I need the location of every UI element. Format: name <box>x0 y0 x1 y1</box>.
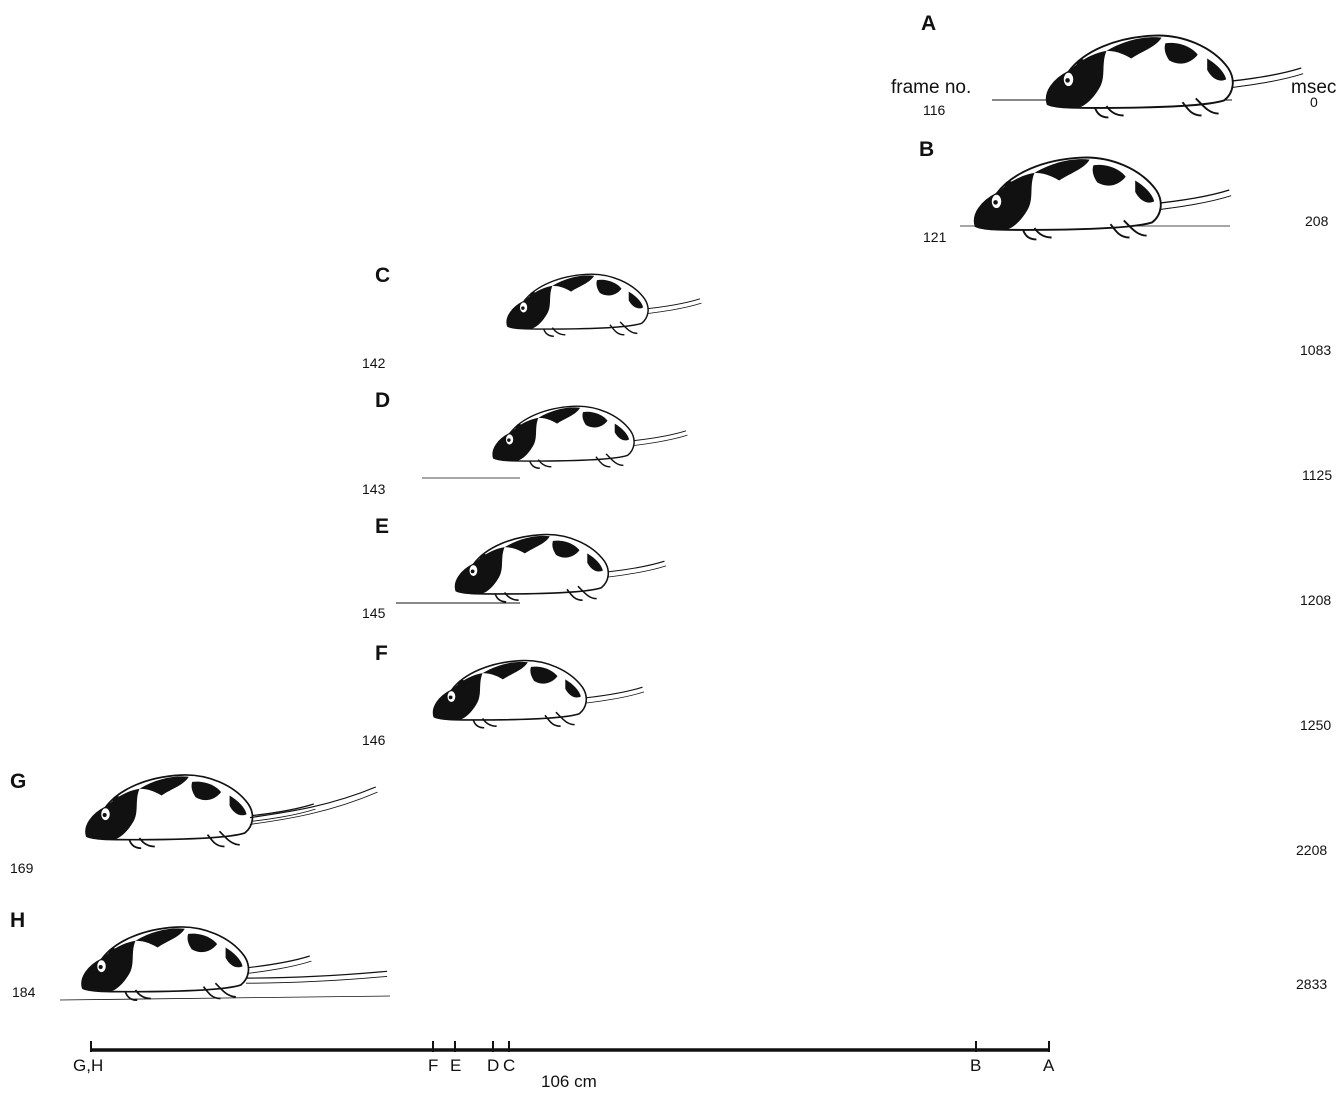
rat-drawing-h <box>81 926 388 1002</box>
rat-drawing-d <box>492 405 689 469</box>
frame-number-e: 145 <box>362 605 386 621</box>
scale-distance-label: 106 cm <box>541 1072 597 1091</box>
time-value-a: 0 <box>1310 94 1318 110</box>
time-header: msec <box>1291 77 1337 98</box>
time-value-g: 2208 <box>1296 842 1328 858</box>
panel-letter-g: G <box>10 770 27 793</box>
scale-label-gh: G,H <box>73 1056 104 1075</box>
time-value-f: 1250 <box>1300 717 1332 733</box>
frame-number-f: 146 <box>362 732 386 748</box>
panel-letter-d: D <box>375 389 391 412</box>
panel-letter-h: H <box>10 909 26 932</box>
rat-drawing-e <box>454 533 667 603</box>
panel-letter-e: E <box>375 515 390 538</box>
time-value-d: 1125 <box>1302 467 1333 483</box>
frame-number-header: frame no. <box>891 77 972 98</box>
frame-number-b: 121 <box>923 229 947 245</box>
panel-letter-f: F <box>375 642 388 665</box>
scale-label-e: E <box>450 1056 462 1075</box>
panel-letter-b: B <box>919 138 935 161</box>
scale-label-d: D <box>487 1056 500 1075</box>
panel-letter-a: A <box>921 12 937 35</box>
frame-number-a: 116 <box>923 102 946 118</box>
scale-bar <box>90 1041 1050 1052</box>
time-value-h: 2833 <box>1296 976 1328 992</box>
rat-drawing-c <box>506 273 703 337</box>
scale-label-f: F <box>428 1056 439 1075</box>
rat-drawing-g <box>85 774 378 850</box>
frame-number-c: 142 <box>362 355 386 371</box>
rat-drawing-f <box>432 659 645 729</box>
scale-label-b: B <box>970 1056 982 1075</box>
ground-line-h <box>59 995 391 1001</box>
frame-number-h: 184 <box>12 984 36 1000</box>
frame-number-d: 143 <box>362 481 386 497</box>
frame-number-g: 169 <box>10 860 34 876</box>
rat-drawing-a <box>1045 34 1305 119</box>
rat-drawing-b <box>973 156 1233 241</box>
panel-letter-c: C <box>375 264 391 287</box>
scale-label-c: C <box>503 1056 516 1075</box>
scale-label-a: A <box>1043 1056 1055 1075</box>
time-value-b: 208 <box>1305 213 1329 229</box>
ground-lines <box>59 99 1232 1001</box>
time-value-e: 1208 <box>1300 592 1332 608</box>
time-value-c: 1083 <box>1300 342 1332 358</box>
